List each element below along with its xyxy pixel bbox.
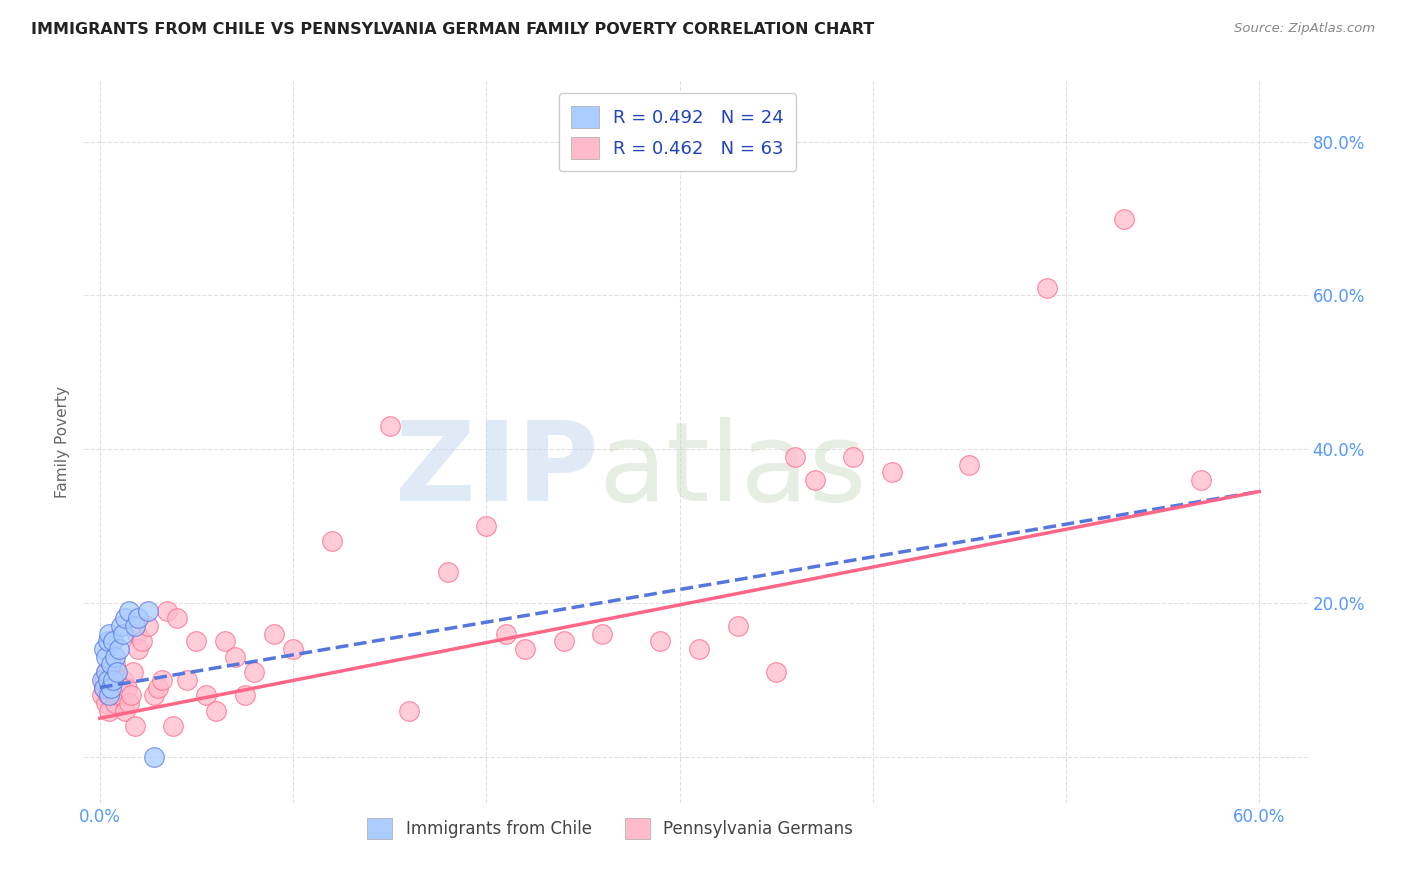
Point: [957, 458, 980, 472]
Point: [136, 604, 159, 618]
Point: [321, 534, 343, 549]
Point: [233, 688, 256, 702]
Point: [90, 673, 112, 687]
Point: [204, 704, 226, 718]
Point: [591, 626, 613, 640]
Text: IMMIGRANTS FROM CHILE VS PENNSYLVANIA GERMAN FAMILY POVERTY CORRELATION CHART: IMMIGRANTS FROM CHILE VS PENNSYLVANIA GE…: [31, 22, 875, 37]
Point: [131, 634, 153, 648]
Point: [162, 719, 184, 733]
Point: [94, 665, 117, 680]
Point: [1112, 211, 1135, 226]
Point: [105, 688, 128, 702]
Point: [105, 665, 128, 680]
Point: [93, 681, 115, 695]
Point: [281, 642, 304, 657]
Point: [243, 665, 266, 680]
Point: [94, 696, 117, 710]
Point: [98, 704, 121, 718]
Point: [103, 673, 125, 687]
Point: [110, 619, 132, 633]
Y-axis label: Family Poverty: Family Poverty: [55, 385, 70, 498]
Point: [214, 634, 236, 648]
Point: [127, 642, 149, 657]
Point: [111, 626, 134, 640]
Point: [96, 688, 118, 702]
Point: [124, 619, 146, 633]
Point: [263, 626, 285, 640]
Point: [96, 634, 118, 648]
Point: [93, 642, 115, 657]
Point: [100, 657, 122, 672]
Point: [882, 465, 904, 479]
Point: [114, 704, 136, 718]
Text: ZIP: ZIP: [395, 417, 598, 524]
Point: [94, 665, 117, 680]
Point: [156, 604, 179, 618]
Point: [475, 519, 498, 533]
Point: [1035, 281, 1057, 295]
Point: [115, 681, 138, 695]
Legend: Immigrants from Chile, Pennsylvania Germans: Immigrants from Chile, Pennsylvania Germ…: [357, 808, 863, 848]
Point: [96, 673, 118, 687]
Text: atlas: atlas: [598, 417, 866, 524]
Point: [495, 626, 517, 640]
Point: [142, 749, 165, 764]
Point: [90, 688, 112, 702]
Point: [93, 681, 115, 695]
Point: [93, 673, 115, 687]
Point: [110, 688, 132, 702]
Point: [842, 450, 865, 464]
Point: [104, 657, 127, 672]
Point: [124, 719, 146, 733]
Point: [142, 688, 165, 702]
Point: [125, 626, 148, 640]
Point: [121, 665, 143, 680]
Point: [378, 419, 401, 434]
Point: [146, 681, 169, 695]
Point: [108, 681, 131, 695]
Point: [118, 604, 141, 618]
Point: [186, 634, 208, 648]
Point: [94, 649, 117, 664]
Point: [785, 450, 807, 464]
Point: [136, 619, 159, 633]
Point: [553, 634, 575, 648]
Point: [224, 649, 246, 664]
Point: [114, 611, 136, 625]
Point: [804, 473, 827, 487]
Point: [127, 611, 149, 625]
Point: [195, 688, 218, 702]
Text: Source: ZipAtlas.com: Source: ZipAtlas.com: [1234, 22, 1375, 36]
Point: [150, 673, 173, 687]
Point: [118, 696, 141, 710]
Point: [100, 673, 122, 687]
Point: [100, 681, 122, 695]
Point: [98, 681, 121, 695]
Point: [176, 673, 198, 687]
Point: [513, 642, 536, 657]
Point: [103, 634, 125, 648]
Point: [111, 673, 134, 687]
Point: [727, 619, 749, 633]
Point: [398, 704, 420, 718]
Point: [688, 642, 710, 657]
Point: [104, 696, 127, 710]
Point: [108, 642, 131, 657]
Point: [98, 688, 121, 702]
Point: [120, 688, 142, 702]
Point: [1189, 473, 1212, 487]
Point: [650, 634, 672, 648]
Point: [98, 626, 121, 640]
Point: [765, 665, 787, 680]
Point: [166, 611, 188, 625]
Point: [104, 649, 127, 664]
Point: [103, 665, 125, 680]
Point: [436, 565, 458, 579]
